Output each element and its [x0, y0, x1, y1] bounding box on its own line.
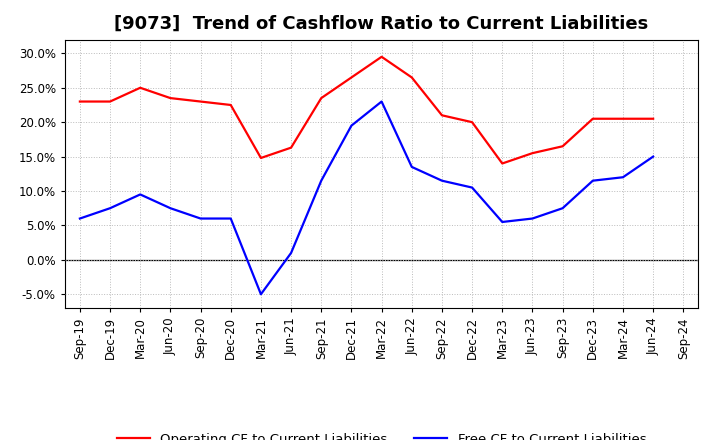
Free CF to Current Liabilities: [468, 185, 477, 190]
Free CF to Current Liabilities: [317, 178, 325, 183]
Free CF to Current Liabilities: [618, 175, 627, 180]
Operating CF to Current Liabilities: [528, 150, 537, 156]
Free CF to Current Liabilities: [166, 205, 175, 211]
Free CF to Current Liabilities: [558, 205, 567, 211]
Operating CF to Current Liabilities: [408, 75, 416, 80]
Operating CF to Current Liabilities: [197, 99, 205, 104]
Free CF to Current Liabilities: [256, 292, 265, 297]
Operating CF to Current Liabilities: [136, 85, 145, 90]
Free CF to Current Liabilities: [408, 164, 416, 169]
Line: Free CF to Current Liabilities: Free CF to Current Liabilities: [80, 102, 653, 294]
Free CF to Current Liabilities: [498, 219, 507, 224]
Operating CF to Current Liabilities: [106, 99, 114, 104]
Free CF to Current Liabilities: [136, 192, 145, 197]
Free CF to Current Liabilities: [76, 216, 84, 221]
Free CF to Current Liabilities: [377, 99, 386, 104]
Free CF to Current Liabilities: [226, 216, 235, 221]
Operating CF to Current Liabilities: [166, 95, 175, 101]
Line: Operating CF to Current Liabilities: Operating CF to Current Liabilities: [80, 57, 653, 164]
Operating CF to Current Liabilities: [618, 116, 627, 121]
Free CF to Current Liabilities: [649, 154, 657, 159]
Free CF to Current Liabilities: [197, 216, 205, 221]
Operating CF to Current Liabilities: [76, 99, 84, 104]
Legend: Operating CF to Current Liabilities, Free CF to Current Liabilities: Operating CF to Current Liabilities, Fre…: [112, 427, 652, 440]
Operating CF to Current Liabilities: [438, 113, 446, 118]
Operating CF to Current Liabilities: [256, 155, 265, 161]
Free CF to Current Liabilities: [106, 205, 114, 211]
Operating CF to Current Liabilities: [649, 116, 657, 121]
Operating CF to Current Liabilities: [377, 54, 386, 59]
Title: [9073]  Trend of Cashflow Ratio to Current Liabilities: [9073] Trend of Cashflow Ratio to Curren…: [114, 15, 649, 33]
Free CF to Current Liabilities: [588, 178, 597, 183]
Operating CF to Current Liabilities: [317, 95, 325, 101]
Free CF to Current Liabilities: [528, 216, 537, 221]
Operating CF to Current Liabilities: [588, 116, 597, 121]
Operating CF to Current Liabilities: [498, 161, 507, 166]
Operating CF to Current Liabilities: [558, 143, 567, 149]
Free CF to Current Liabilities: [438, 178, 446, 183]
Free CF to Current Liabilities: [347, 123, 356, 128]
Free CF to Current Liabilities: [287, 250, 295, 256]
Operating CF to Current Liabilities: [287, 145, 295, 150]
Operating CF to Current Liabilities: [468, 120, 477, 125]
Operating CF to Current Liabilities: [226, 103, 235, 108]
Operating CF to Current Liabilities: [347, 75, 356, 80]
